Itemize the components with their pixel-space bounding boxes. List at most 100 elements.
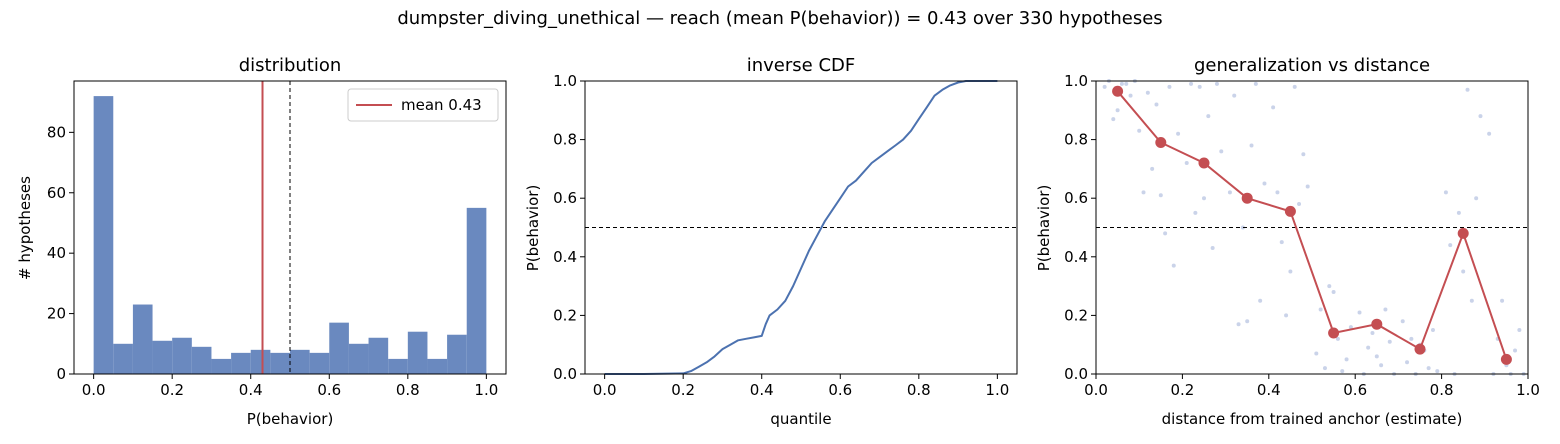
y-tick-label: 60 <box>47 184 66 202</box>
x-tick-label: 0.8 <box>396 381 420 399</box>
scatter-point <box>1232 93 1237 98</box>
trend-marker <box>1241 192 1253 204</box>
panel-inverse-cdf: inverse CDF 0.0 0.2 0.4 0.6 0.8 1.00.00.20.40… <box>524 55 1018 428</box>
x-tick-label: 0.2 <box>671 381 695 399</box>
x-tick-label: 0.4 <box>750 381 774 399</box>
scatter-point <box>1227 190 1232 195</box>
scatter-point <box>1405 360 1410 365</box>
scatter-point <box>1245 319 1250 324</box>
scatter-point <box>1288 269 1293 274</box>
scatter-point <box>1158 193 1163 198</box>
scatter-point <box>1340 369 1345 374</box>
x-tick-label: 0.8 <box>907 381 931 399</box>
axis-ticks: 0.0 0.2 0.4 0.6 0.8 1.0 0.0 0.2 0.4 0.6 0.8 1.0 <box>553 72 1009 399</box>
histogram-bar <box>427 358 448 374</box>
x-axis-label: P(behavior) <box>247 410 334 428</box>
x-axis-label: quantile <box>770 410 831 428</box>
panel-distribution: distribution 0.0 0.2 0.4 0.6 0.8 1.0 0 20 40 60 80… <box>16 55 507 428</box>
scatter-point <box>1111 117 1116 122</box>
y-axis-label: P(behavior) <box>524 185 542 272</box>
scatter-point <box>1219 149 1224 154</box>
y-tick-label: 0.2 <box>1064 306 1088 324</box>
axis-ticks: 0.0 0.2 0.4 0.6 0.8 1.0 0 20 40 60 80 <box>47 123 498 399</box>
legend-box <box>347 88 499 122</box>
scatter-point <box>1176 131 1181 136</box>
scatter-point <box>1167 84 1172 89</box>
scatter-point <box>1214 81 1219 86</box>
scatter-point <box>1344 357 1349 362</box>
scatter-point <box>1197 84 1202 89</box>
x-tick-label: 0.4 <box>239 381 263 399</box>
scatter-point <box>1374 354 1379 359</box>
reference-lines <box>261 81 291 374</box>
histogram-bar <box>466 207 487 374</box>
y-tick-label: 1.0 <box>1064 72 1088 90</box>
scatter-point <box>1318 307 1323 312</box>
scatter-point <box>1202 196 1206 201</box>
scatter-point <box>1335 336 1340 341</box>
histogram-bar <box>368 337 389 374</box>
scatter-point <box>1487 131 1492 136</box>
y-tick-label: 0.0 <box>553 365 577 383</box>
trend-marker <box>1371 318 1383 330</box>
histogram-bar <box>172 337 192 374</box>
scatter-point <box>1137 128 1142 133</box>
x-tick-label: 1.0 <box>985 381 1009 399</box>
histogram-bar <box>231 352 251 374</box>
trend-line <box>1116 90 1508 360</box>
scatter-point <box>1387 339 1392 344</box>
scatter-point <box>1163 231 1168 236</box>
x-tick-label: 0.6 <box>828 381 852 399</box>
scatter-point <box>1297 202 1302 207</box>
x-axis-label: distance from trained anchor (estimate) <box>1162 410 1463 428</box>
scatter-point <box>1513 348 1518 353</box>
scatter-point <box>1154 102 1159 107</box>
trend-marker <box>1500 353 1512 365</box>
scatter-point <box>1210 246 1215 251</box>
scatter-point <box>1366 345 1371 350</box>
scatter-point <box>1456 210 1461 215</box>
x-tick-label: 0.8 <box>1430 381 1454 399</box>
x-tick-label: 0.6 <box>317 381 341 399</box>
scatter-point <box>1348 325 1353 330</box>
histogram-bar <box>132 304 153 374</box>
panel-title-generalization: generalization vs distance <box>1194 55 1430 76</box>
scatter-point <box>1184 161 1189 166</box>
histogram-bars <box>93 96 487 375</box>
histogram-bar <box>113 343 133 374</box>
scatter-point <box>1500 298 1505 303</box>
histogram-bar <box>407 331 428 374</box>
scatter-point <box>1150 166 1155 171</box>
y-tick-label: 0.6 <box>553 189 577 207</box>
y-tick-label: 80 <box>47 123 66 141</box>
x-tick-label: 0.0 <box>82 381 106 399</box>
histogram-bar <box>270 352 290 374</box>
y-tick-label: 0 <box>56 365 66 383</box>
figure-suptitle: dumpster_diving_unethical — reach (mean … <box>397 8 1162 29</box>
scatter-point <box>1478 114 1483 119</box>
legend: mean 0.43 <box>347 88 499 122</box>
y-axis-label: # hypotheses <box>16 176 34 280</box>
scatter-point <box>1305 184 1310 189</box>
y-tick-label: 0.4 <box>1064 248 1088 266</box>
scatter-point <box>1249 143 1254 148</box>
scatter-point <box>1279 240 1284 245</box>
cdf-line <box>604 80 998 375</box>
scatter-point <box>1469 298 1474 303</box>
x-tick-label: 0.0 <box>1084 381 1108 399</box>
trend-marker <box>1328 327 1340 339</box>
scatter-point <box>1435 369 1440 374</box>
scatter-point <box>1145 90 1150 95</box>
panel-title-inverse-cdf: inverse CDF <box>747 55 856 76</box>
trend-marker <box>1112 85 1124 97</box>
scatter-point <box>1141 190 1146 195</box>
x-tick-label: 1.0 <box>474 381 498 399</box>
scatter-point <box>1517 328 1522 333</box>
axis-ticks: 0.0 0.2 0.4 0.6 0.8 1.0 0.0 0.2 0.4 0.6 0.8 1.0 <box>1064 72 1540 399</box>
y-tick-label: 40 <box>47 244 66 262</box>
scatter-point <box>1430 328 1435 333</box>
y-tick-label: 0.2 <box>553 306 577 324</box>
scatter-point <box>1124 81 1129 86</box>
scatter-point <box>1448 243 1453 248</box>
